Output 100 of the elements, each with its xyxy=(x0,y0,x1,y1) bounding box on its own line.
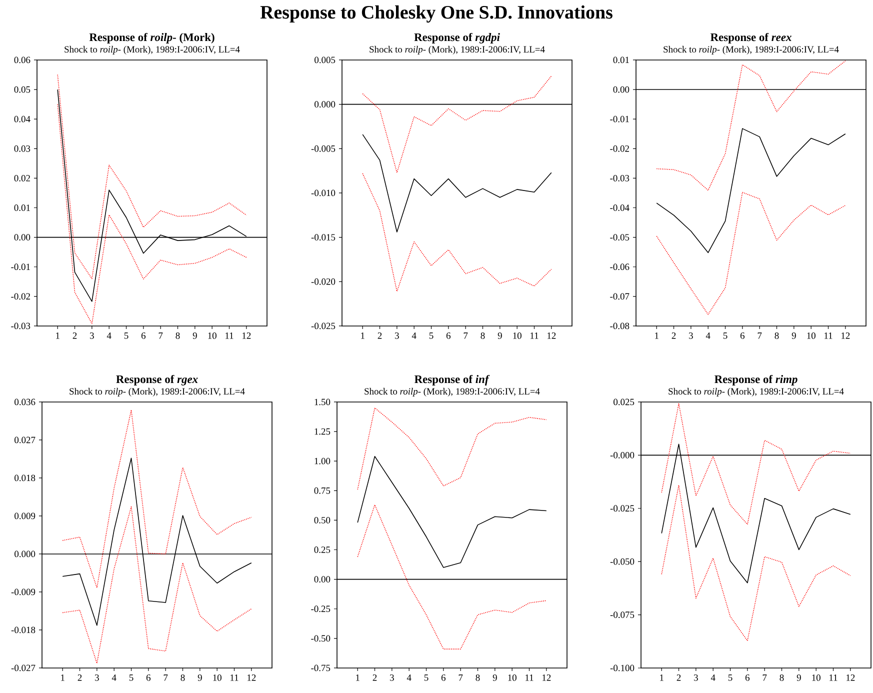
x-tick-label: 7 xyxy=(464,332,468,339)
x-tick-label: 10 xyxy=(513,332,522,339)
y-tick-label: -0.04 xyxy=(610,204,630,211)
x-tick-label: 4 xyxy=(412,332,416,339)
x-tick-label: 1 xyxy=(660,674,664,681)
y-tick-label: 0.02 xyxy=(14,174,30,182)
chart-subtitle: Shock to roilp- (Mork), 1989:I-2006:IV, LL=4 xyxy=(364,388,540,396)
y-tick-label: -0.75 xyxy=(311,664,330,672)
y-tick-label: 1.50 xyxy=(314,398,330,406)
x-tick-label: 8 xyxy=(774,332,779,339)
x-tick-label: 2 xyxy=(378,332,382,339)
x-tick-label: 6 xyxy=(740,332,745,339)
chart-title: Response of roilp- (Mork) xyxy=(89,32,214,44)
x-tick-label: 3 xyxy=(390,674,394,681)
chart-subtitle: Shock to roilp- (Mork), 1989:I-2006:IV, LL=4 xyxy=(668,388,844,396)
x-tick-label: 6 xyxy=(441,674,446,681)
x-tick-label: 2 xyxy=(372,674,377,681)
x-tick-label: 11 xyxy=(526,674,534,681)
y-tick-label: -0.025 xyxy=(311,322,336,330)
x-tick-label: 10 xyxy=(213,674,222,681)
x-tick-label: 7 xyxy=(158,332,163,339)
y-tick-label: -0.07 xyxy=(610,293,630,300)
x-tick-label: 3 xyxy=(694,674,698,681)
y-tick-label: 0.06 xyxy=(14,56,30,64)
y-tick-label: -0.03 xyxy=(610,174,630,182)
y-tick-label: -0.25 xyxy=(311,606,330,612)
x-tick-label: 11 xyxy=(230,674,238,681)
x-tick-label: 5 xyxy=(429,332,434,339)
y-tick-label: 0.005 xyxy=(314,56,336,64)
y-tick-label: 0.25 xyxy=(314,546,330,553)
y-tick-label: 0.75 xyxy=(314,487,330,494)
x-tick-label: 12 xyxy=(846,674,855,681)
y-tick-label: 0.00 xyxy=(314,576,330,583)
x-tick-label: 6 xyxy=(146,674,151,681)
y-tick-label: 0.04 xyxy=(14,116,30,122)
x-tick-label: 4 xyxy=(710,674,716,681)
x-tick-label: 10 xyxy=(812,674,820,681)
chart-title: Response of inf xyxy=(414,374,490,386)
x-tick-label: 12 xyxy=(242,332,251,339)
y-tick-label: -0.000 xyxy=(610,452,634,458)
x-tick-label: 10 xyxy=(807,332,816,339)
y-tick-label: -0.018 xyxy=(11,626,36,634)
y-tick-label: 0.027 xyxy=(14,436,36,444)
x-tick-label: 8 xyxy=(780,674,784,681)
y-tick-label: 1.25 xyxy=(314,428,330,435)
x-tick-label: 6 xyxy=(446,332,451,339)
x-tick-label: 12 xyxy=(548,332,556,339)
chart-title: Response of reex xyxy=(710,32,792,44)
x-tick-label: 10 xyxy=(208,332,216,339)
chart-title: Response of rimp xyxy=(714,374,798,386)
x-tick-label: 2 xyxy=(676,674,681,681)
x-tick-label: 1 xyxy=(56,332,60,339)
x-tick-label: 9 xyxy=(198,674,202,681)
x-tick-label: 9 xyxy=(796,674,801,681)
y-tick-label: 0.036 xyxy=(14,398,36,406)
y-tick-label: 1.00 xyxy=(314,458,330,464)
text: Response to Cholesky One S.D. Innovations xyxy=(260,5,612,23)
x-tick-label: 4 xyxy=(106,332,112,339)
y-tick-label: -0.08 xyxy=(610,322,630,330)
x-tick-label: 1 xyxy=(361,332,364,339)
y-tick-label: -0.06 xyxy=(610,264,630,270)
x-tick-label: 5 xyxy=(424,674,428,681)
x-tick-label: 8 xyxy=(476,674,480,681)
x-tick-label: 5 xyxy=(124,332,128,339)
y-tick-label: 0.00 xyxy=(14,234,30,241)
x-tick-label: 2 xyxy=(672,332,676,339)
x-tick-label: 8 xyxy=(480,332,485,339)
x-tick-label: 11 xyxy=(830,674,838,681)
x-tick-label: 7 xyxy=(164,674,168,681)
x-tick-label: 3 xyxy=(95,674,99,681)
x-tick-label: 1 xyxy=(356,674,360,681)
y-tick-label: 0.05 xyxy=(14,86,30,93)
x-tick-label: 1 xyxy=(61,674,64,681)
y-tick-label: 0.025 xyxy=(614,398,634,406)
y-tick-label: -0.010 xyxy=(311,190,336,196)
x-tick-label: 7 xyxy=(762,674,767,681)
x-tick-label: 8 xyxy=(180,674,185,681)
y-tick-label: -0.020 xyxy=(311,278,336,285)
chart-title: Response of rgex xyxy=(116,374,198,386)
chart-subtitle: Shock to roilp- (Mork), 1989:I-2006:IV, LL=4 xyxy=(664,46,839,54)
x-tick-label: 1 xyxy=(655,332,658,339)
y-tick-label: -0.50 xyxy=(311,635,330,642)
y-tick-label: -0.02 xyxy=(610,145,629,152)
x-tick-label: 11 xyxy=(824,332,832,339)
y-tick-label: -0.100 xyxy=(610,664,634,672)
x-tick-label: 4 xyxy=(112,674,116,681)
x-tick-label: 11 xyxy=(226,332,234,339)
x-tick-label: 12 xyxy=(842,332,850,339)
y-tick-label: -0.01 xyxy=(610,116,629,122)
x-tick-label: 5 xyxy=(728,674,732,681)
y-tick-label: -0.009 xyxy=(11,588,36,596)
y-tick-label: 0.000 xyxy=(14,550,36,558)
y-tick-label: -0.050 xyxy=(610,558,634,565)
x-tick-label: 9 xyxy=(792,332,796,339)
x-tick-label: 6 xyxy=(745,674,750,681)
y-tick-label: 0.01 xyxy=(14,204,30,211)
chart-subtitle: Shock to roilp- (Mork), 1989:I-2006:IV, LL=4 xyxy=(70,388,245,396)
x-tick-label: 5 xyxy=(129,674,134,681)
chart-subtitle: Shock to roilp- (Mork), 1989:I-2006:IV, LL=4 xyxy=(370,46,545,54)
x-tick-label: 3 xyxy=(395,332,399,339)
